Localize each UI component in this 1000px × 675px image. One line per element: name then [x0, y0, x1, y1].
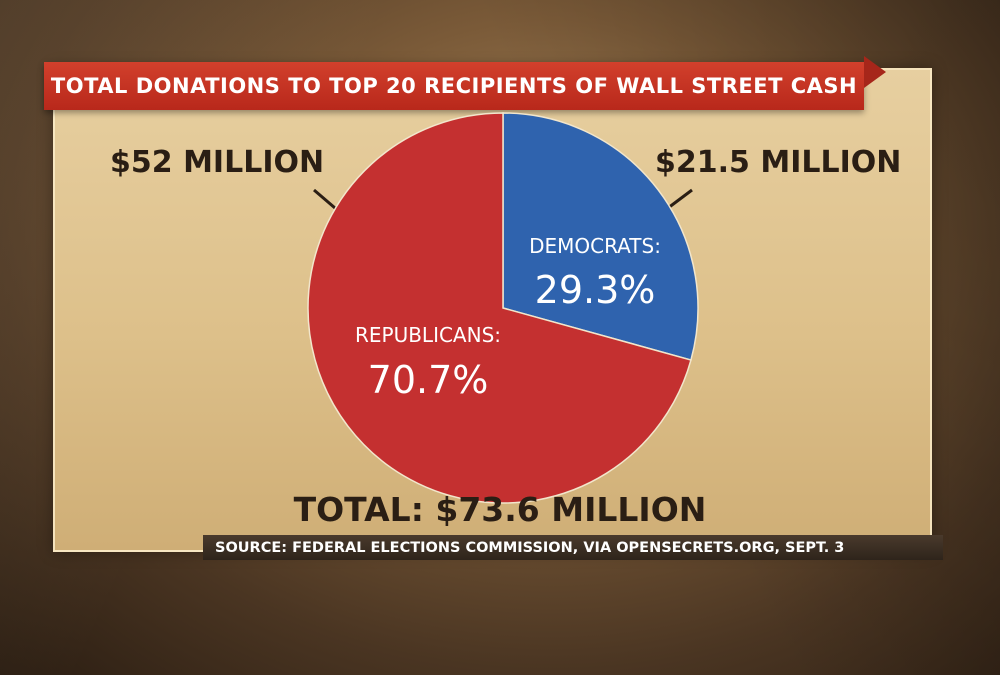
democrats-percent-label: 29.3% — [535, 268, 656, 312]
republicans-slice — [307, 112, 692, 504]
source-bar: SOURCE: FEDERAL ELECTIONS COMMISSION, VI… — [203, 535, 943, 560]
democrats-slice-label: DEMOCRATS: — [529, 234, 661, 258]
republicans-slice-label: REPUBLICANS: — [355, 323, 501, 347]
republicans-percent-label: 70.7% — [368, 358, 489, 402]
democrats-slice — [502, 112, 699, 361]
republicans-amount-label: $52 MILLION — [110, 145, 325, 180]
democrats-amount-label: $21.5 MILLION — [655, 145, 902, 180]
chart-title: TOTAL DONATIONS TO TOP 20 RECIPIENTS OF … — [50, 74, 858, 98]
title-banner: TOTAL DONATIONS TO TOP 20 RECIPIENTS OF … — [44, 56, 886, 110]
total-label: TOTAL: $73.6 MILLION — [293, 490, 707, 529]
source-text: SOURCE: FEDERAL ELECTIONS COMMISSION, VI… — [215, 539, 845, 556]
